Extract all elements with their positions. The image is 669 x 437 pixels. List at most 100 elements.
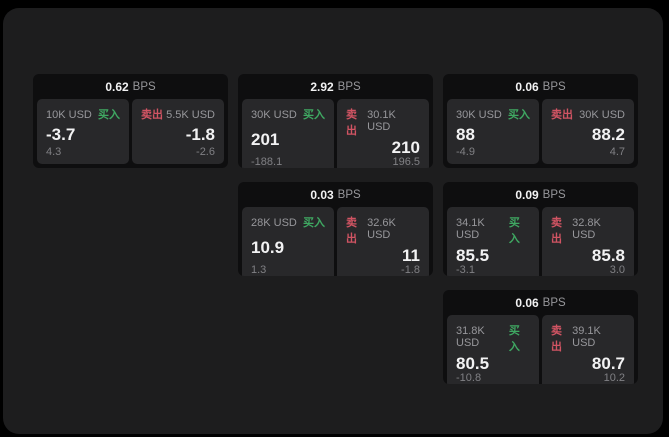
buy-size: 31.8K USD xyxy=(456,325,485,349)
buy-side-label: 买入 xyxy=(508,217,520,245)
buy-quote-panel[interactable]: 31.8K USD 买入 80.5 -10.8 xyxy=(447,315,539,384)
card-header: 2.92 BPS xyxy=(238,74,433,97)
sell-side-label: 卖出 xyxy=(551,109,573,121)
buy-panel-header: 30K USD 买入 xyxy=(251,106,325,122)
card-body: 30K USD 买入 201 -188.1 卖出 30.1K USD 210 1… xyxy=(238,97,433,168)
buy-panel-header: 34.1K USD 买入 xyxy=(456,214,530,246)
buy-size: 30K USD xyxy=(456,109,502,121)
sell-size: 30K USD xyxy=(579,109,625,121)
buy-delta: -10.8 xyxy=(456,372,482,384)
buy-quote-panel[interactable]: 34.1K USD 买入 85.5 -3.1 xyxy=(447,207,539,276)
bps-unit-label: BPS xyxy=(337,188,361,201)
sell-size: 30.1K USD xyxy=(367,109,396,133)
sell-delta: 196.5 xyxy=(392,156,420,168)
buy-delta: -3.1 xyxy=(456,264,475,276)
quote-card-grid: 0.62 BPS 10K USD 买入 -3.7 4.3 卖出 5.5K USD… xyxy=(33,74,638,384)
sell-panel-header: 卖出 32.6K USD xyxy=(346,214,420,246)
sell-value: 88.2 xyxy=(591,125,625,144)
buy-size: 34.1K USD xyxy=(456,217,485,241)
sell-quote-panel[interactable]: 卖出 30K USD 88.2 4.7 xyxy=(542,99,634,164)
sell-delta: 3.0 xyxy=(609,264,625,276)
sell-delta: -1.8 xyxy=(401,264,420,276)
sell-size: 39.1K USD xyxy=(572,325,601,349)
buy-size: 10K USD xyxy=(46,109,92,121)
sell-panel-header: 卖出 30K USD xyxy=(551,106,625,122)
buy-side-label: 买入 xyxy=(98,109,120,121)
sell-value: 85.8 xyxy=(591,246,625,265)
bps-unit-label: BPS xyxy=(542,296,566,309)
buy-value: 80.5 xyxy=(456,354,490,373)
card-body: 28K USD 买入 10.9 1.3 卖出 32.6K USD 11 -1.8 xyxy=(238,205,433,276)
buy-value: 201 xyxy=(251,130,280,149)
buy-value: 88 xyxy=(456,125,475,144)
sell-delta: -2.6 xyxy=(196,146,215,158)
sell-value: 80.7 xyxy=(591,354,625,373)
sell-quote-panel[interactable]: 卖出 30.1K USD 210 196.5 xyxy=(337,99,429,168)
sell-quote-panel[interactable]: 卖出 39.1K USD 80.7 10.2 xyxy=(542,315,634,384)
buy-delta: 4.3 xyxy=(46,146,62,158)
card-body: 10K USD 买入 -3.7 4.3 卖出 5.5K USD -1.8 -2.… xyxy=(33,97,228,168)
sell-side-label: 卖出 xyxy=(141,109,163,121)
sell-quote-panel[interactable]: 卖出 32.6K USD 11 -1.8 xyxy=(337,207,429,276)
bps-value: 2.92 xyxy=(310,79,334,94)
buy-side-label: 买入 xyxy=(303,217,325,229)
sell-value: 210 xyxy=(391,138,420,157)
buy-quote-panel[interactable]: 30K USD 买入 88 -4.9 xyxy=(447,99,539,164)
sell-size: 32.6K USD xyxy=(367,217,396,241)
card-header: 0.62 BPS xyxy=(33,74,228,97)
buy-side-label: 买入 xyxy=(508,109,530,121)
sell-delta: 4.7 xyxy=(609,146,625,158)
buy-value: 10.9 xyxy=(251,238,285,257)
buy-value: 85.5 xyxy=(456,246,490,265)
buy-panel-header: 28K USD 买入 xyxy=(251,214,325,230)
quote-card: 0.03 BPS 28K USD 买入 10.9 1.3 卖出 32.6K US… xyxy=(238,182,433,276)
sell-side-label: 卖出 xyxy=(346,109,357,137)
quote-card: 0.06 BPS 31.8K USD 买入 80.5 -10.8 卖出 39.1… xyxy=(443,290,638,384)
quote-card: 0.06 BPS 30K USD 买入 88 -4.9 卖出 30K USD 8… xyxy=(443,74,638,168)
bps-value: 0.03 xyxy=(310,187,334,202)
bps-value: 0.06 xyxy=(515,295,539,310)
buy-delta: -188.1 xyxy=(251,156,283,168)
sell-panel-header: 卖出 39.1K USD xyxy=(551,322,625,354)
buy-size: 30K USD xyxy=(251,109,297,121)
sell-delta: 10.2 xyxy=(603,372,625,384)
quote-card: 2.92 BPS 30K USD 买入 201 -188.1 卖出 30.1K … xyxy=(238,74,433,168)
buy-delta: -4.9 xyxy=(456,146,475,158)
buy-size: 28K USD xyxy=(251,217,297,229)
bps-value: 0.09 xyxy=(515,187,539,202)
quote-card: 0.62 BPS 10K USD 买入 -3.7 4.3 卖出 5.5K USD… xyxy=(33,74,228,168)
buy-quote-panel[interactable]: 28K USD 买入 10.9 1.3 xyxy=(242,207,334,276)
sell-panel-header: 卖出 5.5K USD xyxy=(141,106,215,122)
sell-value: 11 xyxy=(402,246,420,265)
quote-card: 0.09 BPS 34.1K USD 买入 85.5 -3.1 卖出 32.8K… xyxy=(443,182,638,276)
bps-value: 0.62 xyxy=(105,79,129,94)
sell-side-label: 卖出 xyxy=(551,325,562,353)
buy-quote-panel[interactable]: 30K USD 买入 201 -188.1 xyxy=(242,99,334,168)
sell-quote-panel[interactable]: 卖出 32.8K USD 85.8 3.0 xyxy=(542,207,634,276)
buy-quote-panel[interactable]: 10K USD 买入 -3.7 4.3 xyxy=(37,99,129,164)
sell-size: 5.5K USD xyxy=(166,109,215,121)
bps-unit-label: BPS xyxy=(542,188,566,201)
bps-unit-label: BPS xyxy=(337,80,361,93)
card-header: 0.06 BPS xyxy=(443,290,638,313)
sell-side-label: 卖出 xyxy=(551,217,562,245)
card-body: 31.8K USD 买入 80.5 -10.8 卖出 39.1K USD 80.… xyxy=(443,313,638,384)
card-header: 0.03 BPS xyxy=(238,182,433,205)
card-header: 0.06 BPS xyxy=(443,74,638,97)
sell-panel-header: 卖出 30.1K USD xyxy=(346,106,420,138)
sell-panel-header: 卖出 32.8K USD xyxy=(551,214,625,246)
sell-value: -1.8 xyxy=(185,125,215,144)
sell-side-label: 卖出 xyxy=(346,217,357,245)
buy-side-label: 买入 xyxy=(303,109,325,121)
bps-unit-label: BPS xyxy=(542,80,566,93)
buy-side-label: 买入 xyxy=(508,325,520,353)
buy-panel-header: 31.8K USD 买入 xyxy=(456,322,530,354)
card-header: 0.09 BPS xyxy=(443,182,638,205)
bps-value: 0.06 xyxy=(515,79,539,94)
sell-size: 32.8K USD xyxy=(572,217,601,241)
sell-quote-panel[interactable]: 卖出 5.5K USD -1.8 -2.6 xyxy=(132,99,224,164)
buy-panel-header: 30K USD 买入 xyxy=(456,106,530,122)
buy-panel-header: 10K USD 买入 xyxy=(46,106,120,122)
card-body: 30K USD 买入 88 -4.9 卖出 30K USD 88.2 4.7 xyxy=(443,97,638,168)
bps-unit-label: BPS xyxy=(132,80,156,93)
